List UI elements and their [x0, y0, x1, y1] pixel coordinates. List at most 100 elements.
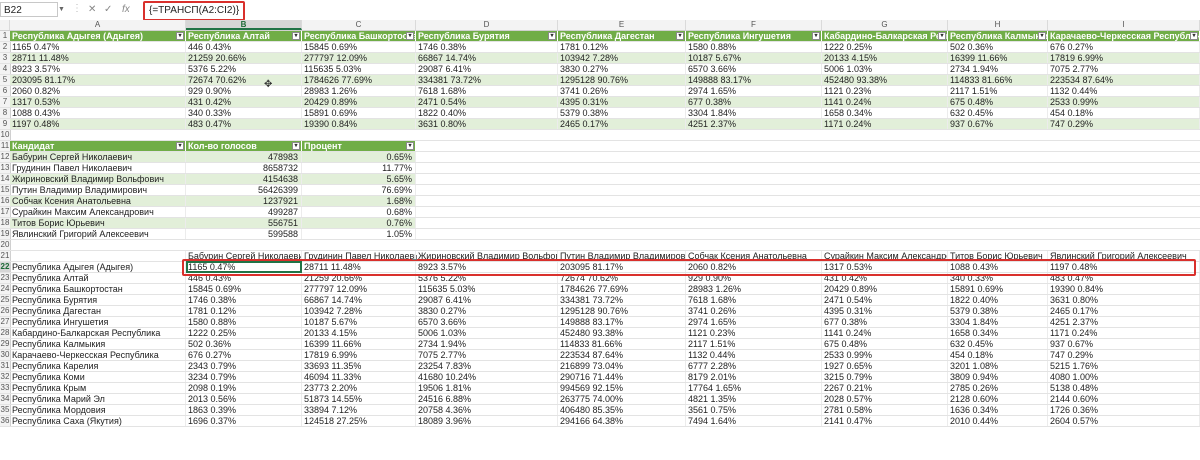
cell[interactable]: 1726 0.36%: [1048, 405, 1200, 415]
cell[interactable]: 929 0.90%: [686, 273, 822, 283]
cell[interactable]: 294166 64.38%: [558, 416, 686, 426]
cell[interactable]: 499287: [186, 207, 302, 217]
cell[interactable]: 15845 0.69%: [302, 42, 416, 52]
cell[interactable]: 452480 93.38%: [822, 75, 948, 85]
cell[interactable]: 1222 0.25%: [822, 42, 948, 52]
cell[interactable]: 21259 20.66%: [186, 53, 302, 63]
filter-dropdown-icon[interactable]: ▾: [812, 32, 820, 40]
cell[interactable]: 1781 0.12%: [558, 42, 686, 52]
cell[interactable]: 1141 0.24%: [822, 328, 948, 338]
cell[interactable]: Республика Мордовия: [10, 405, 186, 415]
cell[interactable]: 446 0.43%: [186, 42, 302, 52]
cell[interactable]: Республика Калмыкия: [10, 339, 186, 349]
cell[interactable]: 223534 87.64%: [1048, 75, 1200, 85]
cell[interactable]: 19390 0.84%: [302, 119, 416, 129]
cell[interactable]: 1317 0.53%: [822, 262, 948, 272]
row-number[interactable]: 17: [0, 207, 11, 217]
cell[interactable]: 17764 1.65%: [686, 383, 822, 393]
cell[interactable]: Республика Адыгея (Адыгея): [10, 262, 186, 272]
enter-icon[interactable]: ✓: [104, 4, 113, 15]
row-number[interactable]: 21: [0, 251, 11, 261]
cell[interactable]: 1863 0.39%: [186, 405, 302, 415]
cell[interactable]: 2343 0.79%: [186, 361, 302, 371]
select-all-corner[interactable]: [0, 20, 10, 30]
cell[interactable]: 452480 93.38%: [558, 328, 686, 338]
cell[interactable]: 3631 0.80%: [1048, 295, 1200, 305]
row-number[interactable]: 24: [0, 284, 11, 294]
cell[interactable]: 7075 2.77%: [416, 350, 558, 360]
cell[interactable]: 33693 11.35%: [302, 361, 416, 371]
transposed-header-cell[interactable]: Собчак Ксения Анатольевна: [686, 251, 822, 261]
cell[interactable]: 675 0.48%: [948, 97, 1048, 107]
cell[interactable]: 677 0.38%: [686, 97, 822, 107]
cell[interactable]: Путин Владимир Владимирович: [10, 185, 186, 195]
cell[interactable]: 103942 7.28%: [558, 53, 686, 63]
cell[interactable]: 3215 0.79%: [822, 372, 948, 382]
cell[interactable]: 7494 1.64%: [686, 416, 822, 426]
filter-dropdown-icon[interactable]: ▾: [292, 142, 300, 150]
cell[interactable]: 2465 0.17%: [558, 119, 686, 129]
cell[interactable]: 3201 1.08%: [948, 361, 1048, 371]
filter-dropdown-icon[interactable]: ▾: [676, 32, 684, 40]
cell[interactable]: 1171 0.24%: [1048, 328, 1200, 338]
cell[interactable]: 483 0.47%: [186, 119, 302, 129]
cell[interactable]: 21259 20.66%: [302, 273, 416, 283]
cell[interactable]: 478983: [186, 152, 302, 162]
cell[interactable]: Бабурин Сергей Николаевич: [10, 152, 186, 162]
cell[interactable]: 2533 0.99%: [1048, 97, 1200, 107]
table1-header-cell[interactable]: Республика Бурятия ▾: [416, 31, 558, 41]
cell[interactable]: 149888 83.17%: [558, 317, 686, 327]
transposed-header-cell[interactable]: Жириновский Владимир Вольфович: [418, 251, 558, 261]
filter-dropdown-icon[interactable]: ▾: [176, 32, 184, 40]
row-number[interactable]: 34: [0, 394, 11, 404]
cell[interactable]: 66867 14.74%: [416, 53, 558, 63]
cell[interactable]: 1132 0.44%: [1048, 86, 1200, 96]
column-header-f[interactable]: F: [686, 20, 822, 30]
cell[interactable]: 8923 3.57%: [416, 262, 558, 272]
row-number[interactable]: 2: [0, 42, 11, 52]
cell[interactable]: Республика Башкортостан: [10, 284, 186, 294]
cell[interactable]: 1784626 77.69%: [302, 75, 416, 85]
cell[interactable]: 1927 0.65%: [822, 361, 948, 371]
cell[interactable]: 1784626 77.69%: [558, 284, 686, 294]
cell[interactable]: 1822 0.40%: [948, 295, 1048, 305]
cell[interactable]: 33894 7.12%: [302, 405, 416, 415]
cell[interactable]: 431 0.42%: [822, 273, 948, 283]
column-header-e[interactable]: E: [558, 20, 686, 30]
formula-input[interactable]: {=ТРАНСП(A2:CI2)}: [143, 1, 246, 21]
cell[interactable]: 2060 0.82%: [10, 86, 186, 96]
cell[interactable]: 2785 0.26%: [948, 383, 1048, 393]
cell[interactable]: 2060 0.82%: [686, 262, 822, 272]
cell[interactable]: 16399 11.66%: [948, 53, 1048, 63]
cell[interactable]: 556751: [186, 218, 302, 228]
cell[interactable]: 1580 0.88%: [686, 42, 822, 52]
name-box[interactable]: B22: [0, 2, 58, 17]
cell[interactable]: 3304 1.84%: [686, 108, 822, 118]
cell[interactable]: 1165 0.47%: [186, 262, 302, 272]
cell[interactable]: 3304 1.84%: [948, 317, 1048, 327]
cell[interactable]: Республика Крым: [10, 383, 186, 393]
cell[interactable]: 16399 11.66%: [302, 339, 416, 349]
cell[interactable]: 5376 5.22%: [416, 273, 558, 283]
table2-header-cell[interactable]: Кандидат ▾: [10, 141, 186, 151]
cell[interactable]: Республика Карелия: [10, 361, 186, 371]
cell[interactable]: 20133 4.15%: [822, 53, 948, 63]
cell[interactable]: 1781 0.12%: [186, 306, 302, 316]
cell[interactable]: 1.68%: [302, 196, 416, 206]
cell[interactable]: 5376 5.22%: [186, 64, 302, 74]
transposed-header-cell[interactable]: [10, 251, 186, 261]
cell[interactable]: 277797 12.09%: [302, 53, 416, 63]
cell[interactable]: 937 0.67%: [1048, 339, 1200, 349]
cell[interactable]: 114833 81.66%: [558, 339, 686, 349]
row-number[interactable]: 29: [0, 339, 11, 349]
cell[interactable]: 2734 1.94%: [416, 339, 558, 349]
transposed-header-cell[interactable]: Сурайкин Максим Александрович: [824, 251, 948, 261]
row-number[interactable]: 28: [0, 328, 11, 338]
cell[interactable]: 2604 0.57%: [1048, 416, 1200, 426]
cell[interactable]: 216899 73.04%: [558, 361, 686, 371]
table1-header-cell[interactable]: Республика Адыгея (Адыгея) ▾: [10, 31, 186, 41]
cell[interactable]: 0.65%: [302, 152, 416, 162]
cell[interactable]: 483 0.47%: [1048, 273, 1200, 283]
cell[interactable]: 3741 0.26%: [686, 306, 822, 316]
cell[interactable]: 8179 2.01%: [686, 372, 822, 382]
